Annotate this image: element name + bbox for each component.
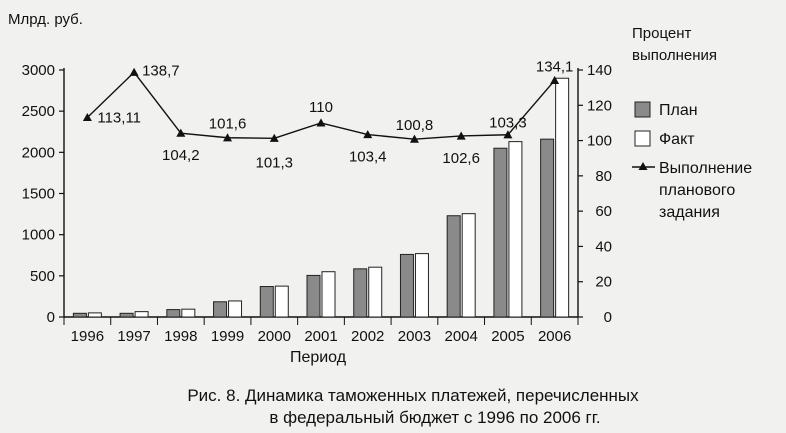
bar-plan [119, 312, 134, 318]
figure-caption-line2: в федеральный бюджет с 1996 по 2006 гг. [269, 408, 601, 427]
legend: План Факт Выполнение планового задания [632, 101, 752, 221]
right-axis-title-line1: Процент [632, 25, 692, 42]
right-tick-label: 20 [595, 274, 612, 291]
x-tick-label: 1996 [71, 328, 104, 345]
x-tick-label: 1999 [211, 328, 244, 345]
bars [72, 77, 570, 318]
performance-data-label: 110 [309, 99, 333, 116]
left-tick-label: 2000 [22, 144, 55, 161]
performance-data-label: 113,11 [97, 109, 141, 126]
performance-data-label: 103,3 [489, 115, 527, 132]
x-tick-label: 2002 [351, 328, 384, 345]
right-tick-label: 100 [587, 133, 612, 150]
x-tick-label: 1997 [117, 328, 150, 345]
performance-marker [176, 128, 186, 137]
axes: 0 500 1000 1500 2000 2500 3000 0 20 40 60 80 100 120 1… [22, 62, 612, 345]
right-tick-label: 120 [587, 97, 612, 114]
bar-plan [399, 253, 414, 318]
left-tick-label: 1000 [22, 227, 55, 244]
left-tick-label: 500 [30, 268, 55, 285]
performance-data-label: 103,4 [349, 149, 387, 166]
x-axis-title: Период [290, 349, 347, 366]
bar-fact [414, 253, 429, 318]
x-tick-label: 2005 [491, 328, 524, 345]
bar-plan [306, 274, 321, 318]
performance-data-label: 104,2 [162, 147, 200, 164]
performance-marker [363, 130, 373, 139]
right-tick-label: 80 [595, 168, 612, 185]
performance-data-label: 138,7 [142, 62, 180, 79]
left-tick-label: 0 [47, 309, 55, 326]
left-tick-label: 3000 [22, 62, 55, 79]
bar-fact [368, 266, 383, 318]
performance-marker [550, 75, 560, 85]
right-axis-title-line2: выполнения [632, 47, 717, 64]
x-tick-label: 2006 [538, 328, 571, 345]
left-tick-label: 1500 [22, 186, 55, 203]
legend-marker-performance [638, 162, 648, 170]
legend-label-performance-line: планового [659, 182, 735, 199]
legend-swatch-fact [634, 130, 651, 147]
performance-data-label: 101,6 [209, 116, 247, 133]
bar-plan [540, 138, 555, 318]
legend-label-performance-line: задания [659, 204, 720, 221]
bar-plan [259, 286, 274, 318]
bar-plan [213, 301, 228, 318]
right-tick-label: 60 [595, 203, 612, 220]
bar-plan [72, 312, 87, 318]
x-tick-label: 2000 [258, 328, 291, 345]
performance-data-label: 134,1 [536, 58, 574, 75]
left-axis-title: Млрд. руб. [8, 11, 83, 28]
chart: Млрд. руб. Процент выполнения Период 0 50… [8, 11, 752, 366]
bar-plan [446, 215, 461, 318]
bar-fact [134, 311, 149, 318]
bar-fact [87, 312, 102, 318]
performance-marker [82, 112, 92, 122]
bar-plan [166, 309, 181, 318]
performance-marker [456, 131, 466, 140]
legend-label-plan: План [659, 102, 698, 119]
bar-plan [353, 268, 368, 318]
legend-label-fact: Факт [659, 131, 695, 148]
performance-marker [223, 133, 233, 142]
x-tick-label: 2001 [304, 328, 337, 345]
bar-fact [555, 77, 570, 318]
bar-fact [461, 213, 476, 318]
legend-label-performance-line: Выполнение [659, 160, 752, 177]
performance-line: 113,11 138,7 104,2 101,6 101,3 110 103,4 100,8 1… [82, 58, 574, 171]
x-tick-label: 2003 [398, 328, 431, 345]
performance-data-label: 100,8 [396, 117, 434, 134]
bar-fact [508, 141, 523, 318]
performance-data-label: 102,6 [442, 150, 480, 167]
bar-plan [493, 147, 508, 318]
bar-fact [321, 271, 336, 318]
x-tick-label: 1998 [164, 328, 197, 345]
bar-fact [274, 285, 289, 318]
performance-marker [409, 134, 419, 143]
right-tick-label: 140 [587, 62, 612, 79]
performance-marker [503, 130, 513, 139]
performance-marker [129, 67, 139, 76]
right-tick-label: 40 [595, 238, 612, 255]
x-tick-label: 2004 [444, 328, 477, 345]
figure-caption-line1: Рис. 8. Динамика таможенных платежей, пе… [187, 386, 639, 405]
performance-marker [316, 118, 326, 127]
performance-marker [269, 133, 279, 142]
performance-data-label: 101,3 [255, 154, 293, 171]
legend-swatch-plan [634, 101, 651, 118]
right-tick-label: 0 [604, 309, 612, 326]
bar-fact [181, 308, 196, 318]
left-tick-label: 2500 [22, 103, 55, 120]
bar-fact [228, 300, 243, 318]
